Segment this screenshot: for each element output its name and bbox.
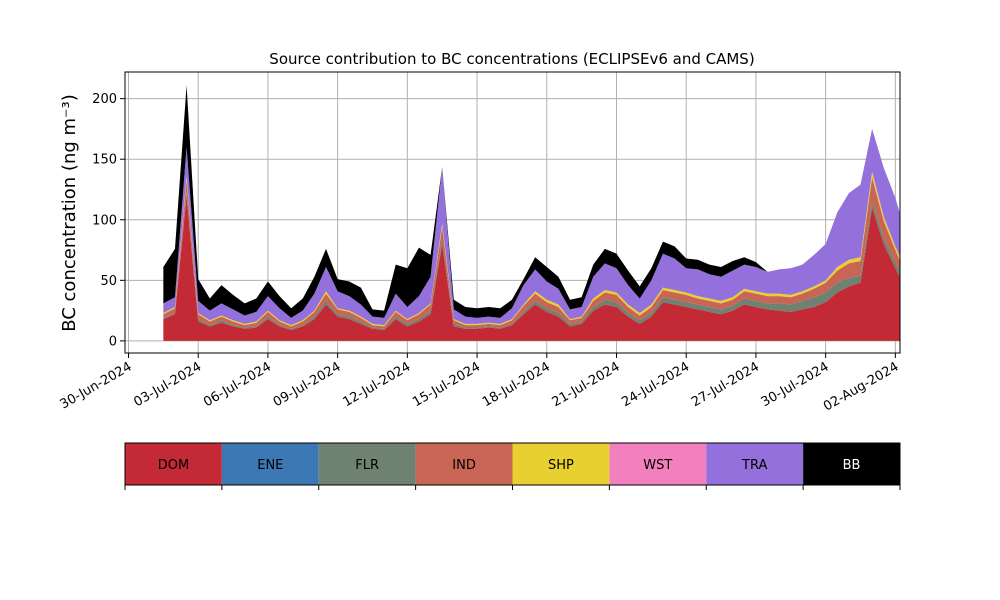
legend-label: IND: [452, 458, 476, 473]
legend-label: TRA: [741, 458, 767, 473]
x-tick-label: 15-Jul-2024: [410, 359, 483, 410]
x-tick-label: 02-Aug-2024: [821, 359, 901, 414]
legend-item-ene: ENE: [221, 443, 319, 485]
x-tick-label: 06-Jul-2024: [201, 359, 274, 410]
x-tick-label: 24-Jul-2024: [619, 359, 692, 410]
area-bb: [163, 85, 900, 318]
area-tra: [163, 128, 900, 326]
axes-frame: [124, 71, 901, 354]
area-ind: [163, 177, 900, 329]
legend-swatch: [415, 443, 513, 485]
x-tick-label: 18-Jul-2024: [480, 359, 553, 410]
area-shp: [163, 172, 900, 327]
legend-label: FLR: [355, 458, 379, 473]
x-tick-label: 03-Jul-2024: [131, 359, 204, 410]
legend-item-shp: SHP: [512, 443, 610, 485]
legend-swatch: [609, 443, 707, 485]
legend-item-ind: IND: [415, 443, 513, 485]
y-axis-label: BC concentration (ng m⁻³): [59, 94, 80, 332]
x-tick-label: 09-Jul-2024: [271, 359, 344, 410]
legend-label: DOM: [158, 458, 189, 473]
legend-item-tra: TRA: [706, 443, 804, 485]
colorbar-legend: DOM ENE FLR IND SHP WST TRA BB: [124, 442, 901, 490]
stacked-areas: [163, 85, 900, 341]
x-tick-label: 27-Jul-2024: [689, 359, 762, 410]
legend-label: WST: [643, 458, 672, 473]
legend-label: SHP: [548, 458, 574, 473]
legend-label: ENE: [257, 458, 283, 473]
legend-item-flr: FLR: [318, 443, 416, 485]
x-tick-label: 21-Jul-2024: [550, 359, 623, 410]
legend-swatch: [125, 443, 222, 485]
legend-swatch: [803, 443, 900, 485]
legend-item-wst: WST: [609, 443, 707, 485]
x-tick-label: 12-Jul-2024: [340, 359, 413, 410]
y-tick-label: 200: [92, 92, 117, 107]
x-tick-label: 30-Jun-2024: [58, 359, 135, 412]
y-tick-label: 50: [100, 274, 117, 289]
chart-title: Source contribution to BC concentrations…: [269, 50, 754, 68]
legend-label: BB: [843, 458, 861, 473]
legend-swatch: [512, 443, 610, 485]
legend-swatch: [318, 443, 416, 485]
y-tick-label: 0: [109, 334, 117, 349]
plot-area: 0 50 100 150 200 30-Jun-202403-Jul-202406-Jul…: [58, 71, 901, 415]
y-tick-label: 150: [92, 153, 117, 168]
legend-item-dom: DOM: [125, 443, 222, 485]
legend-item-bb: BB: [803, 443, 900, 485]
y-tick-label: 100: [92, 213, 117, 228]
area-dom: [163, 195, 900, 341]
legend-swatch: [706, 443, 804, 485]
legend-swatch: [221, 443, 319, 485]
